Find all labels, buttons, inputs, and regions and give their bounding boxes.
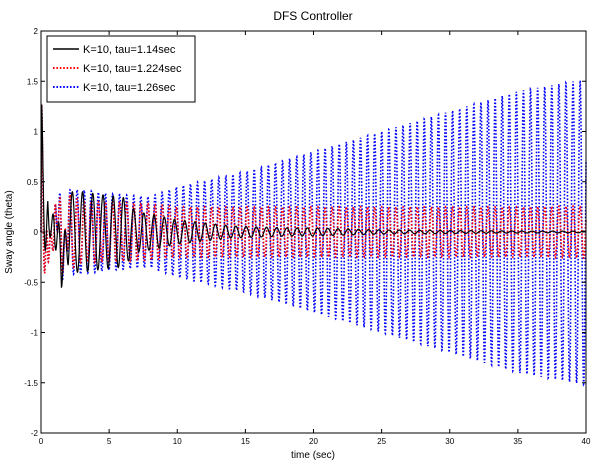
legend-label-1: K=10, tau=1.224sec bbox=[83, 63, 182, 75]
x-tick-label: 30 bbox=[445, 437, 454, 446]
chart-title: DFS Controller bbox=[273, 9, 352, 23]
y-tick-label: 0.5 bbox=[27, 178, 39, 187]
y-tick-label: -1.5 bbox=[24, 379, 38, 388]
legend-box bbox=[46, 35, 196, 103]
series-layer bbox=[40, 80, 587, 387]
y-axis-label: Sway angle (theta) bbox=[4, 190, 15, 273]
y-tick-label: 0 bbox=[34, 228, 39, 237]
legend: K=10, tau=1.14sec K=10, tau=1.224sec K=10,… bbox=[46, 35, 196, 103]
x-tick-label: 10 bbox=[173, 437, 182, 446]
ticks-layer: 0 5 10 15 20 25 30 35 40 -2 -1.5 -1 -0.5 0 0.5 1 1.5 2 bbox=[24, 27, 591, 446]
series-line-1 bbox=[40, 104, 587, 275]
y-tick-label: -1 bbox=[31, 329, 39, 338]
x-tick-label: 25 bbox=[377, 437, 386, 446]
series-line-0 bbox=[40, 104, 587, 289]
x-tick-label: 20 bbox=[309, 437, 318, 446]
y-tick-label: 1 bbox=[34, 128, 39, 137]
legend-label-0: K=10, tau=1.14sec bbox=[83, 44, 176, 56]
x-axis-label: time (sec) bbox=[291, 450, 335, 461]
y-tick-label: 1.5 bbox=[27, 77, 39, 86]
y-tick-label: 2 bbox=[34, 27, 39, 36]
legend-label-2: K=10, tau=1.26sec bbox=[83, 82, 176, 94]
x-tick-label: 5 bbox=[107, 437, 112, 446]
x-tick-label: 40 bbox=[582, 437, 591, 446]
x-tick-label: 35 bbox=[513, 437, 522, 446]
x-tick-label: 15 bbox=[241, 437, 250, 446]
y-tick-label: -2 bbox=[31, 429, 39, 438]
x-tick-label: 0 bbox=[39, 437, 44, 446]
y-tick-label: -0.5 bbox=[24, 278, 38, 287]
